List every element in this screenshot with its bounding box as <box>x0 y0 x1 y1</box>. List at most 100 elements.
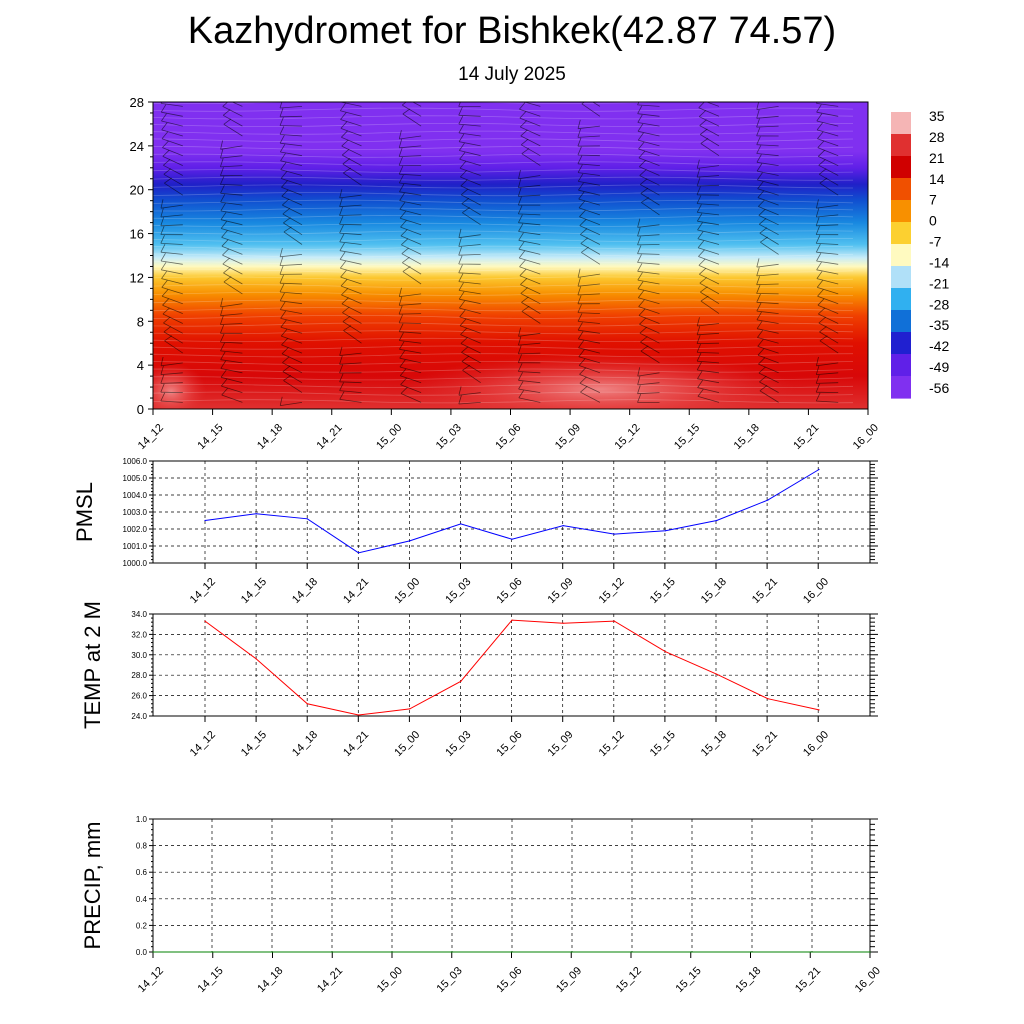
wind-barb <box>221 230 243 245</box>
wind-barb <box>817 140 839 157</box>
wind-barb <box>400 220 422 236</box>
y-tick-label: 12 <box>130 270 144 285</box>
wind-barb <box>577 277 600 287</box>
wind-barb <box>163 316 183 334</box>
contour-line <box>153 161 854 166</box>
contour-line <box>153 337 854 342</box>
x-tick-label: 15_15 <box>648 576 678 606</box>
data-point <box>510 951 513 953</box>
wind-barb <box>815 217 839 227</box>
pmsl-panel: 1000.0 1001.0 1002.0 1003.0 1004.0 1005.0 1006… <box>72 457 878 606</box>
colorbar-swatch <box>891 288 911 311</box>
wind-barb <box>459 309 481 324</box>
wind-barb <box>340 112 362 127</box>
wind-barb <box>281 180 303 196</box>
wind-barb <box>697 379 720 393</box>
wind-barb <box>341 297 362 314</box>
wind-barb <box>578 182 600 196</box>
wind-barb <box>160 261 183 275</box>
contour-line <box>153 376 854 381</box>
wind-barb <box>220 140 243 150</box>
wind-barb <box>760 236 779 255</box>
data-point <box>409 708 411 710</box>
wind-barb <box>696 326 720 336</box>
data-point <box>255 513 257 515</box>
wind-barb <box>521 296 541 314</box>
data-point <box>357 552 360 554</box>
wind-barb <box>637 376 660 386</box>
wind-barb <box>162 307 183 324</box>
wind-barb <box>815 365 839 375</box>
wind-barb <box>817 298 839 314</box>
wind-barb <box>339 189 362 199</box>
wind-barb <box>637 123 660 137</box>
wind-barb <box>815 392 839 403</box>
wind-barb <box>758 357 779 374</box>
wind-barb <box>400 377 422 393</box>
wind-barb <box>164 177 184 196</box>
wind-barb <box>640 187 660 206</box>
wind-barb <box>756 302 779 314</box>
wind-barb <box>220 315 243 325</box>
contour-line <box>153 353 854 358</box>
colorbar-swatch <box>891 200 911 223</box>
wind-barb <box>581 102 601 117</box>
wind-barb <box>517 205 541 216</box>
colorbar-label: -28 <box>929 296 949 312</box>
wind-barb <box>518 390 541 403</box>
x-tick-label: 14_18 <box>290 729 320 759</box>
data-point <box>306 518 308 520</box>
y-tick-label: 0.0 <box>136 948 148 957</box>
wind-barb <box>458 106 481 117</box>
wind-barb <box>462 207 481 226</box>
data-point <box>690 951 692 953</box>
warm-core <box>153 362 207 409</box>
wind-barb <box>577 313 600 324</box>
contour-line <box>153 291 854 296</box>
contour-line <box>153 176 854 181</box>
wind-barb <box>817 289 839 305</box>
wind-barb <box>160 217 183 227</box>
x-tick-label: 14_15 <box>196 965 226 995</box>
wind-barb <box>460 179 481 196</box>
wind-barb <box>411 102 422 107</box>
wind-barb <box>637 132 660 147</box>
colorbar-swatch <box>891 310 911 333</box>
wind-barb <box>398 174 422 186</box>
wind-barb <box>163 159 183 176</box>
wind-barb <box>400 386 422 403</box>
colorbar-label: -7 <box>929 234 942 250</box>
colorbar-swatch <box>891 156 911 179</box>
wind-barb <box>758 366 779 384</box>
wind-barb <box>519 268 541 285</box>
wind-barb <box>398 296 422 306</box>
y-tick-label: 20 <box>130 183 144 198</box>
wind-barb <box>339 364 362 374</box>
wind-barb <box>756 258 779 268</box>
wind-barb <box>339 206 362 216</box>
wind-barb <box>160 253 183 265</box>
wind-barb <box>459 318 481 334</box>
wind-barb <box>816 271 839 285</box>
colorbar-swatch <box>891 112 911 135</box>
wind-barb <box>756 311 779 324</box>
wind-barb <box>705 102 720 107</box>
wind-barb <box>283 217 303 236</box>
wind-barb <box>459 161 481 176</box>
contour-line <box>153 322 854 327</box>
wind-barb <box>220 342 243 354</box>
x-tick-label: 15_09 <box>554 965 584 995</box>
wind-barb <box>637 263 660 275</box>
data-point <box>460 523 462 525</box>
wind-barb <box>282 198 303 216</box>
wind-barb <box>577 268 600 278</box>
wind-barb <box>578 358 601 374</box>
wind-barb <box>459 300 481 314</box>
wind-barb <box>577 146 600 157</box>
wind-barb <box>700 286 720 305</box>
wind-barb <box>339 251 362 265</box>
wind-barb <box>577 137 600 147</box>
x-tick-label: 15_21 <box>793 965 823 995</box>
x-tick-label: 14_12 <box>188 576 218 606</box>
wind-barb <box>816 199 839 209</box>
